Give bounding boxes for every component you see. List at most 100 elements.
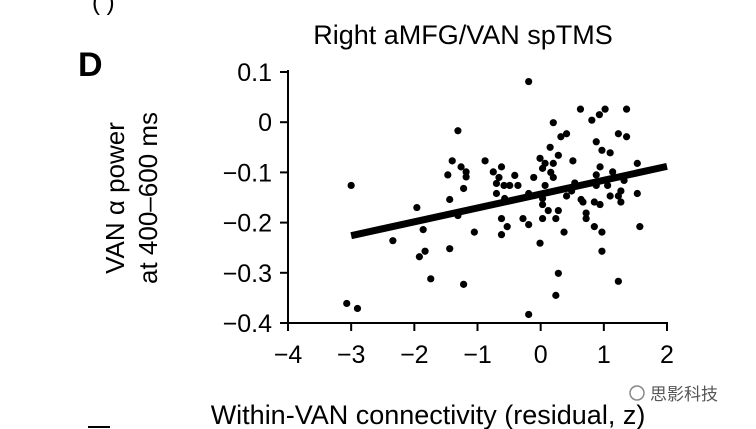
regression-line (350, 162, 668, 240)
panel-label: D (78, 46, 103, 84)
data-point (462, 173, 470, 181)
data-point (569, 157, 577, 165)
x-tick-label: 0 (534, 341, 548, 369)
y-tick-label: −0.1 (223, 159, 272, 187)
data-point (606, 192, 614, 200)
data-point (552, 291, 560, 299)
data-point (503, 223, 511, 231)
points (343, 77, 644, 319)
data-point (525, 221, 533, 229)
watermark: 思影科技 (629, 385, 718, 404)
axes: −4 −3 −2 −1 0 1 2 0.1 0 −0.1 −0.2 −0.3 −0.4 (223, 59, 674, 369)
data-point (562, 192, 571, 200)
data-point (514, 181, 522, 190)
data-point (538, 200, 547, 209)
data-point (633, 159, 641, 167)
data-point (554, 269, 562, 277)
y-tick-label: −0.3 (223, 260, 272, 288)
data-point (595, 111, 604, 119)
data-point (617, 198, 625, 206)
chart-title: Right aMFG/VAN spTMS (313, 20, 613, 50)
data-point (592, 138, 600, 146)
data-point (549, 173, 557, 182)
data-point (609, 168, 617, 176)
data-point (596, 163, 604, 171)
data-point (492, 189, 501, 198)
data-point (541, 159, 549, 167)
data-point (525, 310, 533, 319)
data-point (633, 189, 641, 198)
data-point (497, 163, 506, 171)
data-point (511, 171, 519, 180)
data-point (460, 280, 468, 288)
data-point (598, 228, 606, 236)
data-point (588, 116, 596, 124)
data-point (415, 253, 423, 261)
fit-line-group (350, 162, 668, 240)
data-point (500, 181, 508, 190)
data-point (554, 206, 562, 215)
data-point (582, 209, 590, 217)
data-point (454, 127, 462, 135)
data-point (419, 226, 427, 234)
data-point (470, 228, 478, 236)
data-point (460, 184, 468, 193)
data-point (549, 119, 557, 127)
x-tick-label: 2 (660, 341, 674, 369)
x-tick-label: −2 (400, 341, 429, 369)
x-tick-label: −3 (337, 341, 366, 369)
data-point (601, 105, 609, 113)
data-point (622, 105, 631, 113)
data-point (598, 146, 606, 154)
data-point (427, 275, 435, 283)
data-point (457, 163, 465, 171)
data-point (549, 159, 557, 167)
data-point (596, 200, 604, 209)
data-point (519, 214, 527, 223)
data-point (421, 247, 429, 255)
data-point (592, 171, 600, 179)
data-point (446, 195, 454, 204)
data-point (525, 77, 533, 86)
data-point (590, 198, 598, 206)
data-point (347, 181, 355, 190)
data-point (497, 214, 506, 223)
data-point (576, 105, 585, 113)
data-point (554, 151, 562, 159)
data-point (530, 173, 538, 182)
data-point (413, 203, 421, 212)
data-point (353, 304, 362, 313)
data-point (560, 228, 568, 236)
data-point (541, 181, 549, 190)
x-tick-label: 1 (597, 341, 611, 369)
data-point (536, 154, 544, 162)
data-point (497, 231, 506, 239)
data-point (444, 171, 452, 179)
y-tick-label: −0.4 (223, 310, 272, 338)
data-point (343, 299, 351, 308)
data-point (489, 168, 497, 176)
top-fragment: ( ) (92, 0, 115, 16)
data-point (582, 214, 590, 223)
x-axis-label: Within-VAN connectivity (residual, z) (211, 400, 646, 429)
y-tick-label: −0.2 (223, 210, 272, 238)
data-point (636, 223, 644, 231)
data-point (579, 198, 587, 206)
data-point (562, 130, 571, 138)
x-tick-label: −1 (463, 341, 492, 369)
data-point (614, 130, 622, 138)
data-point (544, 206, 552, 215)
data-point (552, 214, 560, 223)
data-point (492, 179, 501, 188)
watermark-text: 思影科技 (650, 385, 718, 404)
data-point (622, 133, 631, 141)
data-point (606, 149, 614, 157)
data-point (448, 157, 456, 165)
data-point (446, 245, 454, 253)
y-tick-label: 0.1 (237, 59, 272, 87)
data-point (604, 181, 612, 190)
data-point (536, 239, 544, 247)
data-point (481, 157, 489, 165)
data-point (538, 214, 547, 223)
